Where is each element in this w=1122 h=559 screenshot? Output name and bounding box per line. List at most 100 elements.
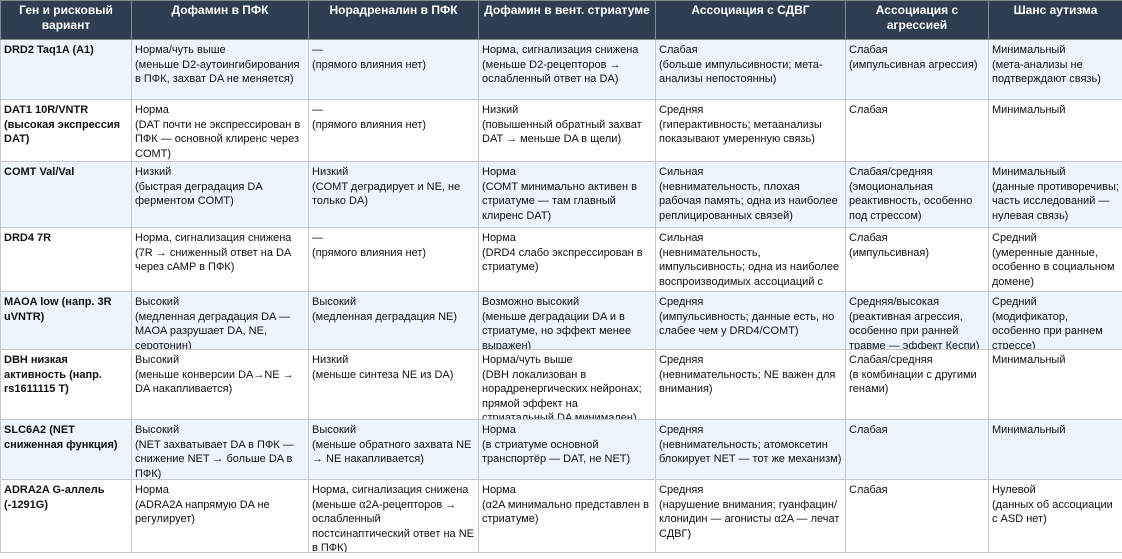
cell-adhd-association: Средняя (гиперактивность; метаанализы по… (655, 99, 846, 162)
cell-gene: SLC6A2 (NET сниженная функция) (0, 419, 132, 480)
cell-text: Слабая (849, 484, 888, 496)
cell-text: Слабая (больше импульсивности; мета-анал… (659, 44, 823, 85)
cell-noradrenaline-pfc: Низкий (COMT деградирует и NE, не только… (308, 161, 479, 228)
cell-noradrenaline-pfc: — (прямого влияния нет) (308, 227, 479, 292)
cell-text: — (прямого влияния нет) (312, 44, 427, 71)
column-header-aggression-association: Ассоциация с агрессией (845, 0, 989, 40)
cell-adhd-association: Средняя (импульсивность; данные есть, но… (655, 291, 846, 350)
cell-adhd-association: Средняя (нарушение внимания; гуанфацин/к… (655, 479, 846, 553)
cell-text: Норма/чуть выше (меньше D2-аутоингибиров… (135, 44, 300, 85)
column-header-dopamine-pfc: Дофамин в ПФК (131, 0, 309, 40)
cell-dopamine-pfc: Высокий (меньше конверсии DA→NE → DA нак… (131, 349, 309, 420)
cell-autism-chance: Средний (умеренные данные, особенно в со… (988, 227, 1122, 292)
table-row: DRD4 7R Норма, сигнализация снижена (7R →… (0, 227, 1122, 292)
cell-autism-chance: Нулевой (данных об ассоциации с ASD нет) (988, 479, 1122, 553)
cell-text: Средний (умеренные данные, особенно в со… (992, 232, 1115, 288)
cell-text: Норма (DAT почти не экспрессирован в ПФК… (135, 104, 301, 160)
cell-adhd-association: Средняя (невнимательность; атомоксетин б… (655, 419, 846, 480)
cell-text: Средний (модификатор, особенно при ранне… (992, 296, 1103, 349)
cell-aggression-association: Слабая/средняя (эмоциональная реактивнос… (845, 161, 989, 228)
cell-text: Норма, сигнализация снижена (меньше D2-р… (482, 44, 639, 85)
cell-text: MAOA low (напр. 3R uVNTR) (4, 296, 112, 323)
cell-dopamine-pfc: Норма, сигнализация снижена (7R → снижен… (131, 227, 309, 292)
cell-noradrenaline-pfc: Норма, сигнализация снижена (меньше α2A-… (308, 479, 479, 553)
table-row: SLC6A2 (NET сниженная функция) Высокий (N… (0, 419, 1122, 480)
cell-text: COMT Val/Val (4, 166, 75, 178)
cell-text: Средняя (нарушение внимания; гуанфацин/к… (659, 484, 840, 540)
cell-text: Низкий (быстрая деградация DA ферментом … (135, 166, 263, 207)
cell-text: Минимальный (992, 104, 1066, 116)
cell-text: Возможно высокий (меньше деградации DA и… (482, 296, 632, 349)
cell-aggression-association: Слабая (импульсивная) (845, 227, 989, 292)
cell-text: Норма (ADRA2A напрямую DA не регулирует) (135, 484, 270, 525)
cell-noradrenaline-pfc: Высокий (меньше обратного захвата NE → N… (308, 419, 479, 480)
cell-autism-chance: Средний (модификатор, особенно при ранне… (988, 291, 1122, 350)
cell-gene: DRD2 Taq1A (A1) (0, 39, 132, 100)
cell-autism-chance: Минимальный (988, 99, 1122, 162)
cell-text: Норма, сигнализация снижена (7R → снижен… (135, 232, 292, 273)
cell-gene: MAOA low (напр. 3R uVNTR) (0, 291, 132, 350)
cell-adhd-association: Средняя (невнимательность; NE важен для … (655, 349, 846, 420)
cell-aggression-association: Слабая (импульсивная агрессия) (845, 39, 989, 100)
column-header-dopamine-striatum: Дофамин в вент. стриатуме (478, 0, 656, 40)
cell-gene: DAT1 10R/VNTR (высокая экспрессия DAT) (0, 99, 132, 162)
cell-text: Слабая (импульсивная) (849, 232, 930, 259)
cell-text: Средняя (невнимательность; NE важен для … (659, 354, 836, 395)
cell-text: Низкий (меньше синтеза NE из DA) (312, 354, 454, 381)
cell-adhd-association: Слабая (больше импульсивности; мета-анал… (655, 39, 846, 100)
cell-text: Минимальный (данные противоречивы; часть… (992, 166, 1119, 222)
column-header-gene: Ген и рисковый вариант (0, 0, 132, 40)
cell-text: Слабая/средняя (в комбинации с другими г… (849, 354, 977, 395)
cell-text: Средняя (гиперактивность; метаанализы по… (659, 104, 822, 145)
cell-text: DBH низкая активность (напр. rs1611115 T… (4, 354, 102, 395)
cell-text: Сильная (невнимательность, плохая рабоча… (659, 166, 838, 222)
cell-noradrenaline-pfc: Низкий (меньше синтеза NE из DA) (308, 349, 479, 420)
cell-gene: DBH низкая активность (напр. rs1611115 T… (0, 349, 132, 420)
cell-dopamine-pfc: Норма (DAT почти не экспрессирован в ПФК… (131, 99, 309, 162)
cell-text: Высокий (медленная деградация NE) (312, 296, 458, 323)
cell-text: — (прямого влияния нет) (312, 232, 427, 259)
cell-dopamine-striatum: Норма (в стриатуме основной транспортёр … (478, 419, 656, 480)
cell-text: Норма (COMT минимально активен в стриату… (482, 166, 637, 222)
cell-dopamine-striatum: Норма (COMT минимально активен в стриату… (478, 161, 656, 228)
cell-text: Средняя (невнимательность; атомоксетин б… (659, 424, 842, 465)
cell-text: Низкий (повышенный обратный захват DAT →… (482, 104, 642, 145)
cell-text: Слабая (849, 424, 888, 436)
cell-text: SLC6A2 (NET сниженная функция) (4, 424, 118, 451)
cell-text: Норма/чуть выше (DBH локализован в норад… (482, 354, 642, 419)
cell-dopamine-pfc: Высокий (NET захватывает DA в ПФК — сниж… (131, 419, 309, 480)
cell-text: ADRA2A G-аллель (-1291G) (4, 484, 105, 511)
cell-text: Слабая (импульсивная агрессия) (849, 44, 978, 71)
cell-dopamine-pfc: Норма (ADRA2A напрямую DA не регулирует) (131, 479, 309, 553)
cell-text: Средняя/высокая (реактивная агрессия, ос… (849, 296, 980, 349)
cell-text: Минимальный (мета-анализы не подтверждаю… (992, 44, 1101, 85)
cell-aggression-association: Слабая (845, 99, 989, 162)
cell-gene: ADRA2A G-аллель (-1291G) (0, 479, 132, 553)
cell-dopamine-pfc: Высокий (медленная деградация DA — MAOA … (131, 291, 309, 350)
cell-text: Средняя (импульсивность; данные есть, но… (659, 296, 835, 337)
cell-aggression-association: Средняя/высокая (реактивная агрессия, ос… (845, 291, 989, 350)
cell-text: Сильная (невнимательность, импульсивност… (659, 232, 840, 291)
cell-text: Минимальный (992, 424, 1066, 436)
cell-text: Высокий (меньше обратного захвата NE → N… (312, 424, 472, 465)
cell-dopamine-striatum: Норма (DRD4 слабо экспрессирован в стриа… (478, 227, 656, 292)
table-row: ADRA2A G-аллель (-1291G) Норма (ADRA2A на… (0, 479, 1122, 553)
cell-text: Норма (α2A минимально представлен в стри… (482, 484, 649, 525)
cell-gene: COMT Val/Val (0, 161, 132, 228)
cell-autism-chance: Минимальный (988, 349, 1122, 420)
cell-text: DRD4 7R (4, 232, 52, 244)
cell-text: Минимальный (992, 354, 1066, 366)
cell-aggression-association: Слабая (845, 479, 989, 553)
table-row: COMT Val/Val Низкий (быстрая деградация D… (0, 161, 1122, 228)
column-header-autism-chance: Шанс аутизма (988, 0, 1122, 40)
cell-text: Слабая (849, 104, 888, 116)
cell-text: Высокий (меньше конверсии DA→NE → DA нак… (135, 354, 294, 395)
cell-dopamine-striatum: Норма/чуть выше (DBH локализован в норад… (478, 349, 656, 420)
cell-dopamine-striatum: Возможно высокий (меньше деградации DA и… (478, 291, 656, 350)
table-row: DRD2 Taq1A (A1) Норма/чуть выше (меньше D… (0, 39, 1122, 100)
cell-noradrenaline-pfc: — (прямого влияния нет) (308, 99, 479, 162)
cell-text: Слабая/средняя (эмоциональная реактивнос… (849, 166, 973, 222)
cell-text: Норма, сигнализация снижена (меньше α2A-… (312, 484, 474, 552)
cell-aggression-association: Слабая/средняя (в комбинации с другими г… (845, 349, 989, 420)
cell-text: Нулевой (данных об ассоциации с ASD нет) (992, 484, 1113, 525)
